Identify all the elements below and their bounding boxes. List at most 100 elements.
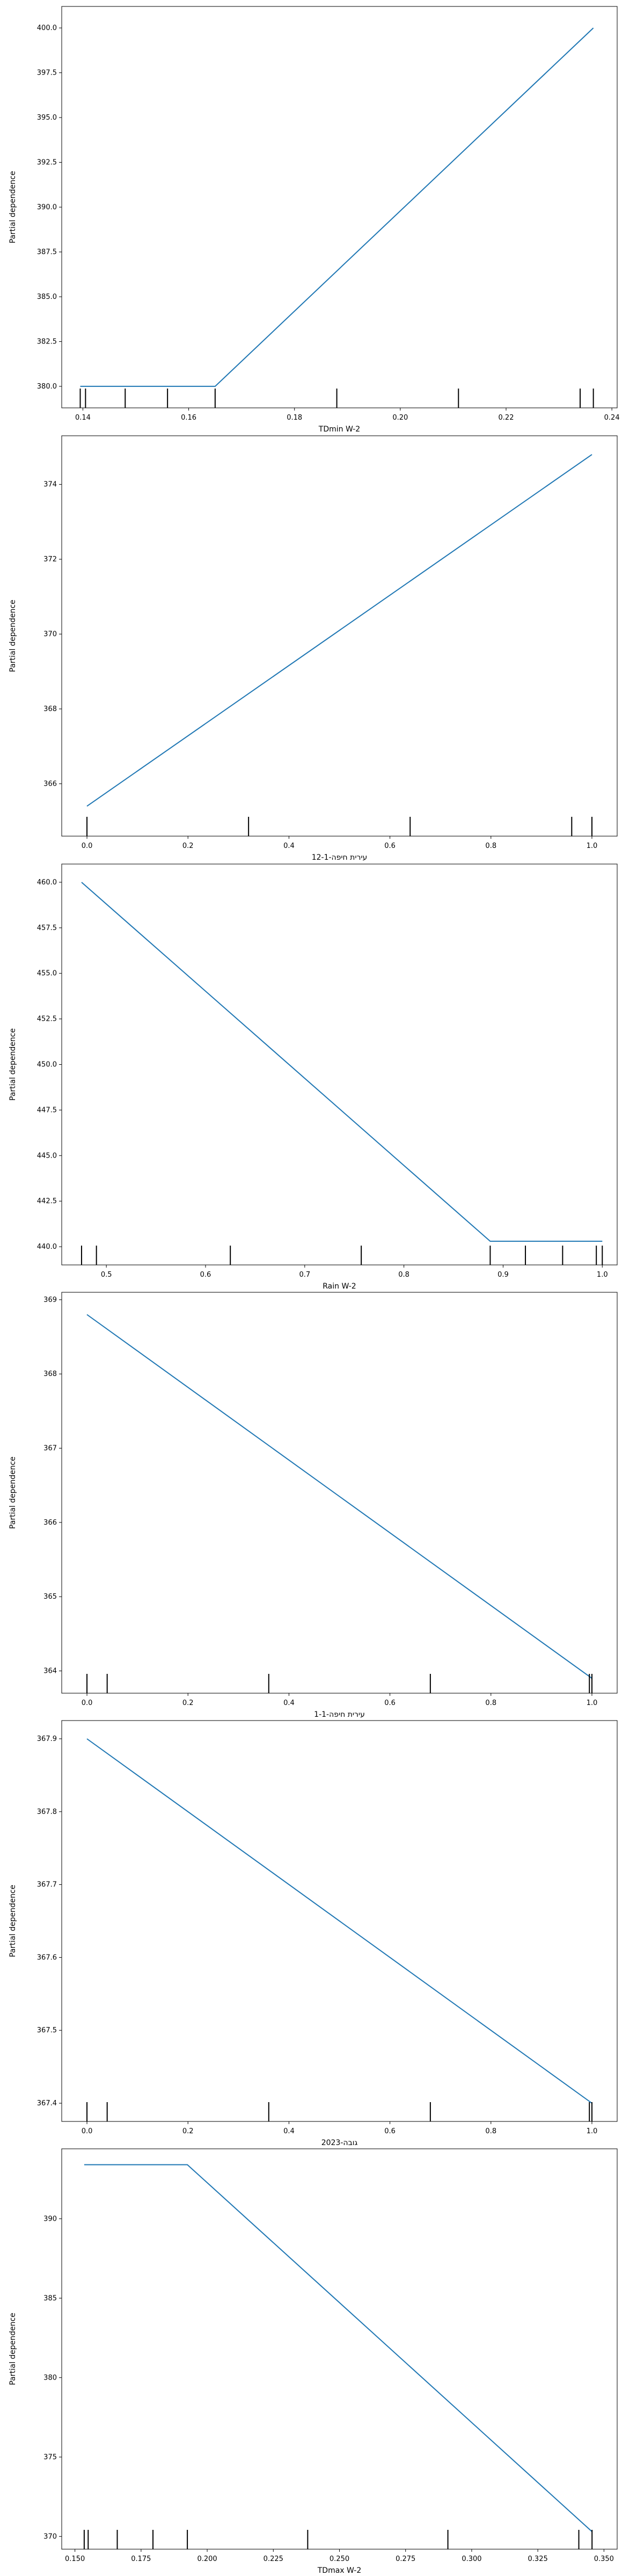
- y-tick-label: 366: [43, 780, 57, 788]
- x-tick-label: 1.0: [597, 1271, 608, 1279]
- y-tick-label: 367.9: [37, 1735, 57, 1743]
- x-tick-label: 0.9: [497, 1271, 509, 1279]
- chart-panel-4: 0.0 0.2 0.4 0.6 0.8 1.0 364 365 366 367 368 369 עירי…: [9, 1292, 618, 1719]
- y-tick-label: 380.0: [37, 383, 57, 391]
- y-tick-label: 367: [43, 1445, 57, 1453]
- y-tick-label: 452.5: [37, 1015, 57, 1023]
- y-tick-label: 385: [43, 2294, 57, 2302]
- partial-dependence-line: [86, 1314, 592, 1679]
- x-tick-label: 0.150: [65, 2555, 85, 2563]
- y-tick-label: 370: [43, 631, 57, 639]
- y-axis-label: Partial dependence: [9, 1457, 17, 1529]
- y-tick-label: 366: [43, 1519, 57, 1527]
- y-axis-label: Partial dependence: [9, 599, 17, 672]
- chart-panel-2: 0.0 0.2 0.4 0.6 0.8 1.0 366 368 370 372 374 עירית ח…: [9, 435, 618, 862]
- y-axis-label: Partial dependence: [9, 1885, 17, 1957]
- y-tick-label: 365: [43, 1593, 57, 1601]
- x-tick-label: 0.8: [398, 1271, 409, 1279]
- y-tick-label: 392.5: [37, 159, 57, 167]
- y-tick-label: 367.4: [37, 2099, 57, 2107]
- x-tick-label: 1.0: [587, 2127, 598, 2135]
- axes-frame: [61, 435, 618, 837]
- y-tick-label: 442.5: [37, 1197, 57, 1205]
- y-tick-label: 368: [43, 1370, 57, 1378]
- chart-panel-6: 0.150 0.175 0.200 0.225 0.250 0.275 0.300 0.325…: [9, 2148, 618, 2575]
- y-tick-label: 369: [43, 1296, 57, 1304]
- y-tick-label: 387.5: [37, 248, 57, 256]
- x-tick-label: 0.7: [299, 1271, 310, 1279]
- y-tick-label: 460.0: [37, 879, 57, 887]
- partial-dependence-line: [86, 454, 592, 807]
- x-tick-label: 0.8: [485, 1699, 496, 1707]
- chart-panel-1: 0.14 0.16 0.18 0.20 0.22 0.24 380.0 382.5 385.0 3…: [9, 6, 620, 434]
- partial-dependence-line: [80, 27, 594, 387]
- y-tick-label: 457.5: [37, 924, 57, 932]
- y-tick-label: 397.5: [37, 69, 57, 77]
- y-tick-label: 367.6: [37, 1953, 57, 1962]
- y-tick-label: 368: [43, 705, 57, 713]
- x-tick-label: 0.0: [82, 1699, 93, 1707]
- y-tick-label: 385.0: [37, 293, 57, 301]
- x-tick-label: 0.4: [283, 2127, 295, 2135]
- x-tick-label: 0.2: [182, 842, 194, 850]
- x-tick-label: 0.325: [528, 2555, 548, 2563]
- x-axis-label: Rain W-2: [323, 1282, 356, 1291]
- x-tick-label: 0.0: [82, 842, 93, 850]
- y-tick-label: 382.5: [37, 338, 57, 346]
- x-tick-label: 0.2: [182, 1699, 194, 1707]
- x-tick-label: 0.5: [101, 1271, 112, 1279]
- x-tick-label: 0.175: [131, 2555, 151, 2563]
- x-tick-label: 0.6: [200, 1271, 211, 1279]
- y-tick-label: 455.0: [37, 970, 57, 978]
- y-tick-label: 447.5: [37, 1106, 57, 1114]
- x-tick-label: 0.14: [75, 414, 91, 422]
- x-tick-label: 0.300: [462, 2555, 481, 2563]
- y-tick-label: 390: [43, 2215, 57, 2223]
- x-tick-label: 0.2: [182, 2127, 194, 2135]
- x-axis-label: TDmax W-2: [317, 2566, 362, 2575]
- y-tick-label: 367.5: [37, 2026, 57, 2035]
- y-tick-label: 375: [43, 2453, 57, 2461]
- x-tick-label: 0.4: [283, 1699, 295, 1707]
- x-tick-label: 0.8: [485, 2127, 496, 2135]
- x-tick-label: 0.225: [264, 2555, 283, 2563]
- x-tick-label: 0.8: [485, 842, 496, 850]
- y-tick-label: 445.0: [37, 1152, 57, 1160]
- axes-frame: [61, 6, 618, 408]
- y-tick-label: 372: [43, 555, 57, 564]
- y-tick-label: 400.0: [37, 24, 57, 32]
- partial-dependence-line: [86, 1738, 592, 2104]
- y-tick-label: 374: [43, 481, 57, 489]
- y-axis-label: Partial dependence: [9, 2312, 17, 2385]
- axes-frame: [61, 863, 618, 1265]
- x-tick-label: 0.275: [396, 2555, 415, 2563]
- axes-frame: [61, 2148, 618, 2550]
- x-tick-label: 0.24: [604, 414, 620, 422]
- x-tick-label: 0.200: [197, 2555, 217, 2563]
- chart-panel-3: 0.5 0.6 0.7 0.8 0.9 1.0 440.0 442.5 445.0 447.5 45…: [9, 863, 618, 1291]
- y-tick-label: 440.0: [37, 1243, 57, 1251]
- x-tick-label: 1.0: [587, 1699, 598, 1707]
- x-tick-label: 0.20: [392, 414, 408, 422]
- y-tick-label: 367.8: [37, 1808, 57, 1816]
- x-tick-label: 0.6: [384, 1699, 396, 1707]
- y-tick-label: 380: [43, 2374, 57, 2382]
- y-tick-label: 390.0: [37, 203, 57, 211]
- y-tick-label: 450.0: [37, 1061, 57, 1069]
- chart-panel-5: 0.0 0.2 0.4 0.6 0.8 1.0 367.4 367.5 367.6 367.7 36…: [9, 1720, 618, 2147]
- x-tick-label: 0.18: [287, 414, 302, 422]
- x-axis-label: גובה-2023: [321, 2139, 358, 2147]
- y-tick-label: 395.0: [37, 114, 57, 122]
- y-tick-label: 367.7: [37, 1881, 57, 1889]
- x-tick-label: 0.0: [82, 2127, 93, 2135]
- y-tick-label: 364: [43, 1667, 57, 1675]
- y-axis-label: Partial dependence: [9, 171, 17, 243]
- x-tick-label: 1.0: [587, 842, 598, 850]
- x-axis-label: עירית חיפה-1-1: [314, 1710, 365, 1719]
- x-tick-label: 0.250: [330, 2555, 349, 2563]
- partial-dependence-line: [84, 2164, 592, 2533]
- y-axis-label: Partial dependence: [9, 1028, 17, 1101]
- x-tick-label: 0.22: [499, 414, 514, 422]
- x-tick-label: 0.4: [283, 842, 295, 850]
- x-tick-label: 0.350: [594, 2555, 614, 2563]
